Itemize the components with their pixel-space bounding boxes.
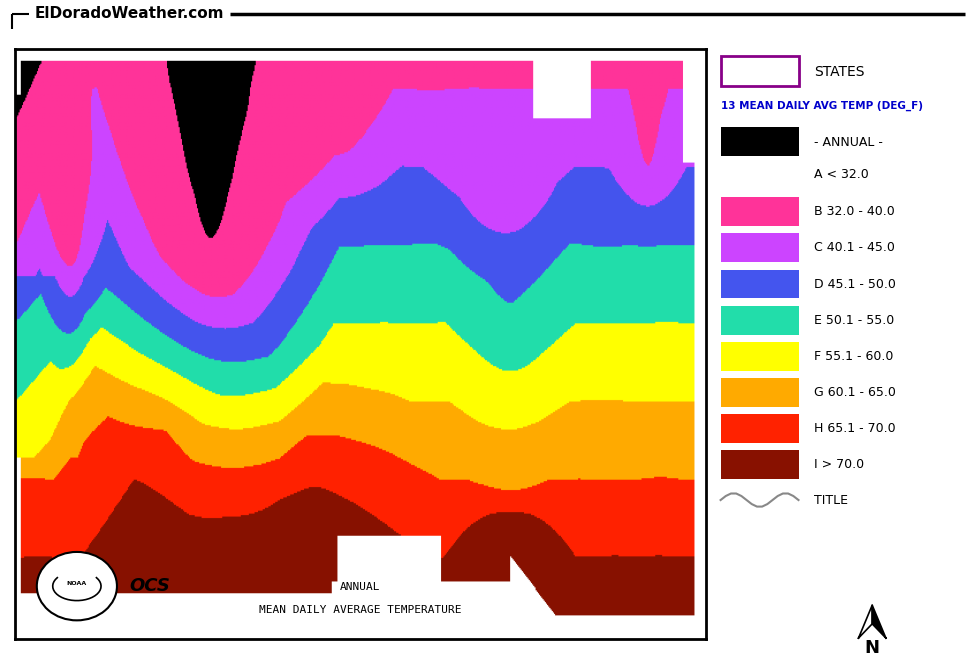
Bar [720,56,799,86]
Text: E 50.1 - 55.0: E 50.1 - 55.0 [814,314,895,327]
Text: STATES: STATES [814,65,864,79]
Bar [720,342,799,371]
Bar [720,378,799,407]
Bar [720,270,799,299]
Text: MEAN DAILY AVERAGE TEMPERATURE: MEAN DAILY AVERAGE TEMPERATURE [259,605,462,615]
Text: ElDoradoWeather.com: ElDoradoWeather.com [34,7,223,22]
Bar [720,233,799,262]
Text: TITLE: TITLE [814,494,848,507]
Text: G 60.1 - 65.0: G 60.1 - 65.0 [814,386,896,399]
Text: A < 32.0: A < 32.0 [814,169,869,181]
Text: - ANNUAL -: - ANNUAL - [814,136,883,148]
Text: ANNUAL: ANNUAL [340,583,380,592]
Circle shape [37,552,117,620]
Bar [720,197,799,226]
Text: F 55.1 - 60.0: F 55.1 - 60.0 [814,350,894,363]
Text: N: N [864,639,880,657]
Text: 13 MEAN DAILY AVG TEMP (DEG_F): 13 MEAN DAILY AVG TEMP (DEG_F) [720,101,922,111]
Text: D 45.1 - 50.0: D 45.1 - 50.0 [814,277,896,291]
Text: H 65.1 - 70.0: H 65.1 - 70.0 [814,422,896,435]
Bar [720,414,799,443]
Bar [720,127,799,156]
Text: OCS: OCS [129,577,170,595]
Text: I > 70.0: I > 70.0 [814,458,864,471]
Polygon shape [858,605,872,638]
Text: C 40.1 - 45.0: C 40.1 - 45.0 [814,241,895,254]
Polygon shape [872,605,886,638]
Bar [720,450,799,479]
Text: B 32.0 - 40.0: B 32.0 - 40.0 [814,206,895,218]
Bar [720,306,799,335]
Text: NOAA: NOAA [67,581,87,586]
